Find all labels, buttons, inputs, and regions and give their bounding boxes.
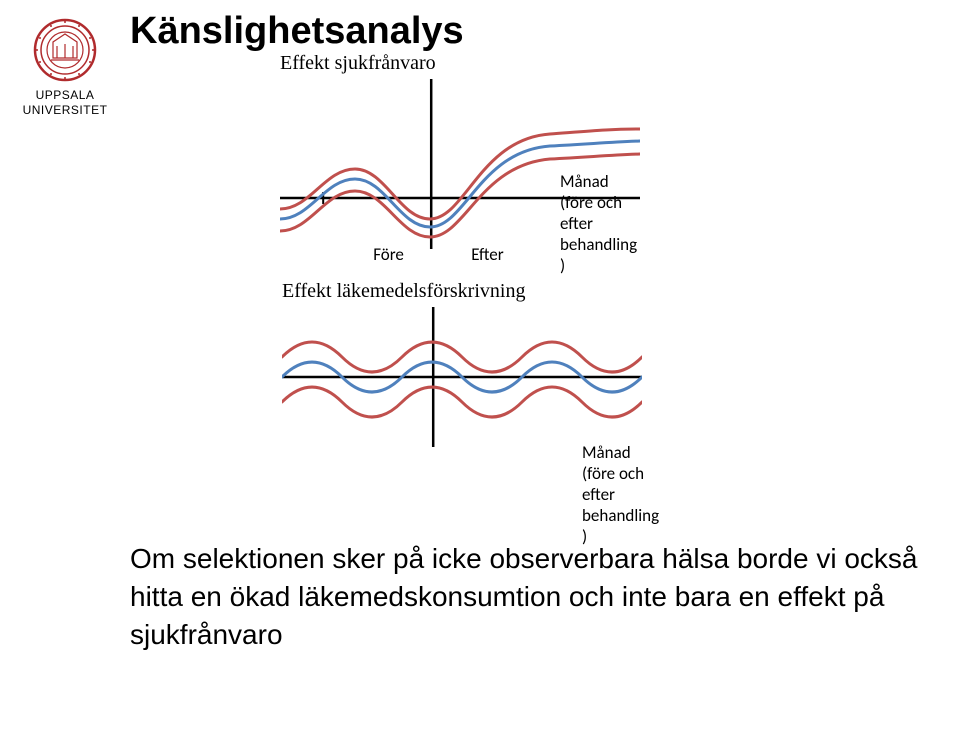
university-name: UPPSALA UNIVERSITET xyxy=(20,88,110,118)
chart2-xlabel: Månad (före och efter behandling ) xyxy=(582,442,659,547)
chart1-axis-efter: Efter xyxy=(471,244,503,265)
chart-lakemedel: Effekt läkemedelsförskrivning Månad (för… xyxy=(282,280,642,452)
chart2-svg xyxy=(282,307,642,447)
chart1-title: Effekt sjukfrånvaro xyxy=(280,52,640,75)
chart-effekt-sjukfranvaro: Effekt sjukfrånvaro Före Efter Månad (fö… xyxy=(280,52,640,254)
logo-line2: UNIVERSITET xyxy=(20,103,110,118)
body-text: Om selektionen sker på icke observerbara… xyxy=(130,540,940,653)
page-title: Känslighetsanalys xyxy=(130,10,464,53)
logo-block: UPPSALA UNIVERSITET xyxy=(20,18,110,118)
chart1-xlabel: Månad (före och efter behandling ) xyxy=(560,171,640,276)
university-seal-icon xyxy=(33,18,97,82)
chart2-title: Effekt läkemedelsförskrivning xyxy=(282,280,642,303)
chart1-axis-fore: Före xyxy=(373,244,404,265)
logo-line1: UPPSALA xyxy=(20,88,110,103)
